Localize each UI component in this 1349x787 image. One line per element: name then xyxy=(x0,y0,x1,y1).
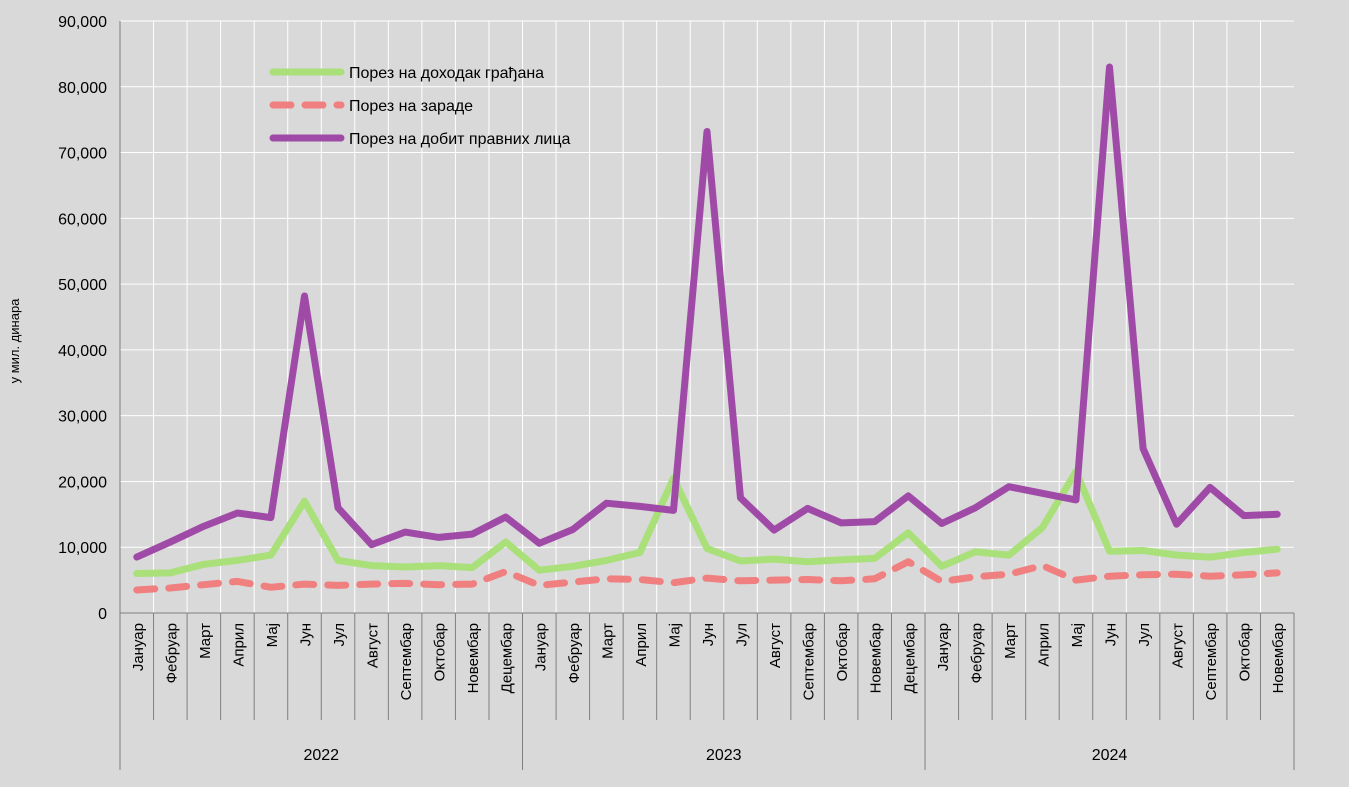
month-label: Март xyxy=(197,623,214,659)
month-label: Јун xyxy=(1103,623,1120,646)
y-tick-label: 20,000 xyxy=(58,474,107,491)
month-label: Мај xyxy=(1069,623,1086,647)
legend-label: Порез на зараде xyxy=(349,98,473,115)
month-label: Април xyxy=(230,623,247,667)
axes: 0 10,000 20,000 30,000 40,000 50,000 60,000 70,… xyxy=(58,14,1295,770)
month-label: Мај xyxy=(264,623,281,647)
series-line xyxy=(133,468,1281,577)
month-label: Новембар xyxy=(1270,623,1287,693)
year-label: 2024 xyxy=(1092,747,1128,764)
month-label: Фебруар xyxy=(566,623,583,683)
month-label: Новембар xyxy=(465,623,482,693)
month-label: Април xyxy=(1035,623,1052,667)
y-tick-label: 90,000 xyxy=(58,14,107,31)
y-tick-label: 10,000 xyxy=(58,540,107,557)
y-tick-label: 40,000 xyxy=(58,343,107,360)
month-label: Август xyxy=(767,623,784,668)
year-label: 2023 xyxy=(706,747,742,764)
month-label: Август xyxy=(365,623,382,668)
month-label: Октобар xyxy=(432,623,449,681)
month-label: Јул xyxy=(734,623,751,646)
year-label: 2022 xyxy=(303,747,339,764)
month-label: Јун xyxy=(297,623,314,646)
legend: Порез на доходак грађана Порез на зараде П… xyxy=(269,65,571,148)
y-tick-label: 70,000 xyxy=(58,146,107,163)
month-label: Април xyxy=(633,623,650,667)
month-label: Децембар xyxy=(499,623,516,693)
month-label: Септембар xyxy=(801,623,818,700)
month-label: Март xyxy=(1002,623,1019,659)
series-lines xyxy=(133,63,1281,594)
legend-label: Порез на добит правних лица xyxy=(349,131,571,148)
y-axis-label: у мил. динара xyxy=(7,298,22,384)
y-tick-label: 60,000 xyxy=(58,211,107,228)
month-label: Новембар xyxy=(868,623,885,693)
series-line xyxy=(133,558,1281,594)
month-label: Фебруар xyxy=(163,623,180,683)
month-label: Јул xyxy=(331,623,348,646)
month-label: Октобар xyxy=(1237,623,1254,681)
y-tick-label: 0 xyxy=(98,606,107,623)
y-tick-label: 30,000 xyxy=(58,409,107,426)
plot-area xyxy=(120,21,1294,613)
series-line xyxy=(133,63,1281,561)
month-label: Јун xyxy=(700,623,717,646)
month-label: Август xyxy=(1170,623,1187,668)
y-tick-label: 50,000 xyxy=(58,277,107,294)
month-label: Јануар xyxy=(130,623,147,671)
legend-label: Порез на доходак грађана xyxy=(349,65,544,82)
month-label: Октобар xyxy=(834,623,851,681)
month-label: Мај xyxy=(666,623,683,647)
month-label: Јануар xyxy=(935,623,952,671)
month-label: Јануар xyxy=(532,623,549,671)
month-label: Март xyxy=(599,623,616,659)
month-label: Септембар xyxy=(398,623,415,700)
month-label: Септембар xyxy=(1203,623,1220,700)
month-label: Децембар xyxy=(901,623,918,693)
month-label: Јул xyxy=(1136,623,1153,646)
month-label: Фебруар xyxy=(968,623,985,683)
y-tick-label: 80,000 xyxy=(58,80,107,97)
